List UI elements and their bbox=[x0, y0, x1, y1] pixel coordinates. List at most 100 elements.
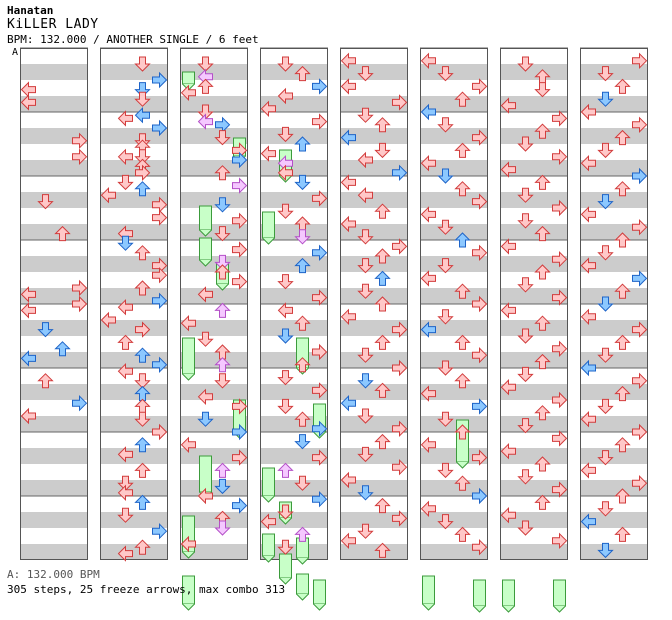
step-arrow bbox=[552, 110, 568, 127]
step-arrow bbox=[340, 394, 356, 412]
chart-column bbox=[260, 47, 328, 560]
step-arrow bbox=[117, 545, 133, 562]
beat-stripe bbox=[100, 192, 168, 208]
beat-stripe bbox=[260, 256, 328, 272]
step-arrow bbox=[437, 117, 454, 133]
beat-stripe bbox=[500, 496, 568, 512]
step-arrow bbox=[517, 56, 534, 72]
beat-stripe bbox=[580, 288, 648, 304]
beat-stripe bbox=[180, 320, 248, 336]
beat-stripe bbox=[500, 80, 568, 96]
step-arrow bbox=[597, 142, 614, 159]
beat-stripe bbox=[500, 272, 568, 288]
step-arrow bbox=[500, 506, 516, 524]
step-arrow bbox=[552, 199, 568, 217]
beat-stripe bbox=[580, 512, 648, 528]
beat-stripe bbox=[340, 528, 408, 544]
step-arrow bbox=[454, 334, 471, 350]
beat-stripe bbox=[420, 544, 488, 560]
beat-stripe bbox=[500, 48, 568, 64]
step-arrow bbox=[552, 430, 568, 447]
step-arrow bbox=[232, 423, 248, 441]
beat-stripe bbox=[20, 368, 88, 384]
step-arrow bbox=[517, 328, 534, 344]
beat-stripe bbox=[500, 400, 568, 416]
step-arrow bbox=[152, 266, 168, 284]
step-arrow bbox=[597, 296, 614, 312]
beat-stripe bbox=[260, 48, 328, 64]
beat-stripe bbox=[500, 256, 568, 272]
step-arrow bbox=[632, 218, 648, 236]
step-arrow bbox=[214, 302, 231, 318]
beat-stripe bbox=[500, 384, 568, 400]
beat-stripe bbox=[340, 432, 408, 448]
step-arrow bbox=[437, 411, 454, 427]
beat-stripe bbox=[100, 304, 168, 320]
artist-name: Hanatan bbox=[7, 4, 54, 17]
step-arrow bbox=[580, 462, 596, 479]
beat-stripe bbox=[580, 384, 648, 400]
step-arrow bbox=[277, 370, 294, 386]
beat-stripe bbox=[180, 208, 248, 224]
step-arrow bbox=[197, 286, 213, 303]
step-arrow bbox=[357, 229, 374, 245]
step-arrow bbox=[277, 203, 294, 219]
step-arrow bbox=[135, 164, 151, 182]
step-arrow bbox=[294, 475, 311, 491]
beat-stripe bbox=[580, 256, 648, 272]
step-arrow bbox=[197, 411, 214, 427]
beat-stripe bbox=[580, 96, 648, 112]
step-arrow bbox=[340, 174, 356, 191]
step-arrow bbox=[180, 436, 196, 454]
step-arrow bbox=[312, 490, 328, 508]
freeze-arrow bbox=[313, 579, 326, 611]
step-arrow bbox=[197, 388, 213, 406]
step-arrow bbox=[472, 244, 488, 262]
beat-stripe bbox=[260, 528, 328, 544]
beat-stripe bbox=[20, 192, 88, 208]
step-arrow bbox=[152, 71, 168, 89]
step-arrow bbox=[197, 487, 213, 505]
beat-stripe bbox=[420, 224, 488, 240]
chart-info: BPM: 132.000 / ANOTHER SINGLE / 6 feet bbox=[7, 33, 259, 46]
beat-stripe bbox=[500, 352, 568, 368]
step-arrow bbox=[294, 315, 311, 331]
beat-stripe bbox=[20, 384, 88, 400]
beat-stripe bbox=[340, 544, 408, 560]
step-arrow bbox=[517, 418, 534, 434]
step-arrow bbox=[454, 91, 471, 107]
step-arrow bbox=[340, 308, 356, 326]
step-arrow bbox=[117, 507, 134, 523]
beat-stripe bbox=[260, 128, 328, 144]
beat-stripe bbox=[180, 448, 248, 464]
step-arrow bbox=[392, 420, 408, 438]
step-arrow bbox=[340, 78, 356, 95]
step-arrow bbox=[294, 174, 311, 191]
step-arrow bbox=[420, 154, 436, 172]
beat-stripe bbox=[260, 416, 328, 432]
step-arrow bbox=[614, 232, 631, 248]
step-arrow bbox=[454, 475, 471, 491]
step-arrow bbox=[232, 398, 248, 415]
step-arrow bbox=[472, 487, 488, 505]
beat-stripe bbox=[180, 544, 248, 560]
beat-stripe bbox=[420, 256, 488, 272]
beat-stripe bbox=[100, 144, 168, 160]
step-arrow bbox=[374, 248, 391, 264]
step-arrow bbox=[357, 523, 374, 539]
beat-stripe bbox=[500, 304, 568, 320]
beat-stripe bbox=[340, 352, 408, 368]
beat-stripe bbox=[180, 64, 248, 80]
step-arrow bbox=[534, 82, 551, 98]
beat-stripe bbox=[580, 304, 648, 320]
beat-stripe bbox=[340, 160, 408, 176]
step-arrow bbox=[472, 398, 488, 415]
step-arrow bbox=[312, 113, 328, 130]
step-arrow bbox=[214, 254, 231, 271]
step-arrow bbox=[100, 186, 116, 204]
step-arrow bbox=[152, 423, 168, 441]
step-arrow bbox=[197, 113, 213, 130]
step-arrow bbox=[340, 215, 356, 233]
beat-stripe bbox=[500, 512, 568, 528]
step-arrow bbox=[420, 321, 436, 338]
